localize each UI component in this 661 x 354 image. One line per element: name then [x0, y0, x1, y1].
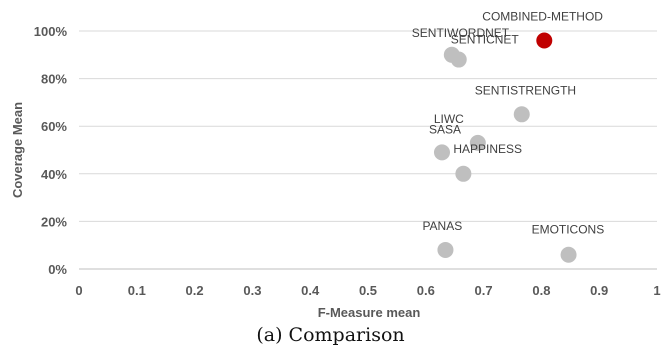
point-label: SENTIWORDNET: [412, 26, 510, 40]
point-label: LIWC: [434, 112, 464, 126]
x-tick-label: 1: [653, 283, 660, 298]
data-point: [433, 144, 450, 161]
data-points: [433, 32, 577, 263]
point-label: EMOTICONS: [532, 223, 605, 237]
x-tick-label: 0.3: [243, 283, 261, 298]
x-axis-title: F-Measure mean: [318, 305, 421, 320]
x-tick-label: 0.1: [128, 283, 146, 298]
data-point: [560, 246, 577, 263]
y-axis-ticks: 0% 20% 40% 60% 80% 100%: [34, 24, 68, 277]
y-axis-title: Coverage Mean: [10, 102, 25, 198]
x-tick-label: 0.7: [475, 283, 493, 298]
y-tick-label: 100%: [34, 24, 68, 39]
data-point: [437, 241, 454, 258]
x-tick-label: 0: [75, 283, 82, 298]
point-label: PANAS: [422, 219, 462, 233]
x-tick-label: 0.5: [359, 283, 377, 298]
data-point: [450, 51, 467, 68]
x-tick-label: 0.4: [301, 283, 320, 298]
data-point: [513, 106, 530, 123]
y-tick-label: 20%: [41, 214, 67, 229]
y-tick-label: 60%: [41, 119, 67, 134]
gridlines: [79, 30, 657, 270]
y-tick-label: 80%: [41, 72, 67, 87]
point-label: SASA: [429, 122, 461, 136]
point-label: SENTISTRENGTH: [475, 83, 576, 97]
figure-caption: (a) Comparison: [256, 324, 405, 346]
point-label: HAPPINESS: [453, 142, 522, 156]
y-tick-label: 0%: [48, 262, 67, 277]
y-tick-label: 40%: [41, 167, 67, 182]
x-axis-ticks: 0 0.1 0.2 0.3 0.4 0.5 0.6 0.7 0.8 0.9 1: [75, 283, 660, 298]
data-point: [536, 32, 553, 49]
x-tick-label: 0.8: [532, 283, 550, 298]
x-tick-label: 0.2: [186, 283, 204, 298]
data-point: [469, 134, 486, 151]
point-label: COMBINED-METHOD: [482, 10, 603, 24]
point-label: SENTICNET: [451, 33, 520, 47]
x-tick-label: 0.6: [417, 283, 435, 298]
data-point: [455, 165, 472, 182]
x-tick-label: 0.9: [590, 283, 608, 298]
